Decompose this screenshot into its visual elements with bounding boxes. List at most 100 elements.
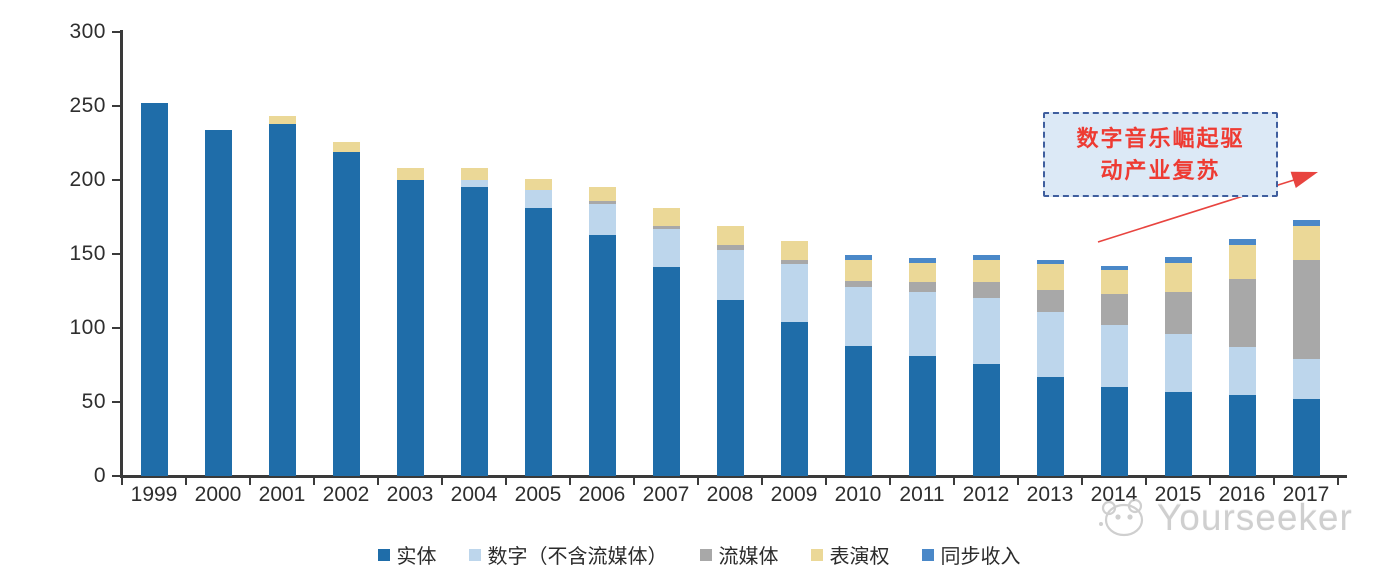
legend-swatch-icon <box>468 548 481 561</box>
y-tick <box>112 252 122 256</box>
bar-segment-2017 <box>1292 219 1320 226</box>
y-tick-label: 150 <box>69 242 106 265</box>
legend-swatch-icon <box>810 548 823 561</box>
bar-segment-2011 <box>908 292 936 357</box>
bar-segment-2003 <box>396 180 424 476</box>
bar-segment-2010 <box>844 255 872 260</box>
bar-segment-2005 <box>524 178 552 191</box>
x-axis-label: 2016 <box>1218 483 1266 506</box>
x-axis-label: 2017 <box>1282 483 1330 506</box>
x-tick <box>249 477 251 485</box>
x-axis-label: 2003 <box>386 483 434 506</box>
legend-swatch-icon <box>377 548 390 561</box>
legend-item: 数字（不含流媒体） <box>468 540 668 569</box>
x-tick <box>377 477 379 485</box>
bar-segment-2015 <box>1164 333 1192 392</box>
x-tick <box>1081 477 1083 485</box>
bar-segment-2017 <box>1292 225 1320 260</box>
bar-segment-2006 <box>588 203 616 235</box>
bar-segment-2011 <box>908 356 936 476</box>
bar-segment-2017 <box>1292 259 1320 360</box>
x-tick <box>761 477 763 485</box>
bar-segment-2013 <box>1036 311 1064 377</box>
y-tick <box>112 400 122 404</box>
x-axis-label: 1999 <box>130 483 178 506</box>
bar-segment-2006 <box>588 187 616 201</box>
x-axis-label: 2008 <box>706 483 754 506</box>
bar-segment-2007 <box>652 267 680 476</box>
bar-segment-2012 <box>972 282 1000 299</box>
bar-segment-2011 <box>908 258 936 263</box>
bar-segment-2002 <box>332 151 360 476</box>
y-tick <box>112 104 122 108</box>
bar-segment-2013 <box>1036 264 1064 290</box>
bar-segment-2004 <box>460 187 488 476</box>
bar-segment-2012 <box>972 298 1000 364</box>
bar-segment-2013 <box>1036 376 1064 476</box>
x-tick <box>505 477 507 485</box>
bar-segment-2008 <box>716 225 744 246</box>
bar-segment-2016 <box>1228 394 1256 476</box>
y-tick-label: 250 <box>69 94 106 117</box>
bar-segment-2014 <box>1100 265 1128 271</box>
legend-label: 表演权 <box>829 546 890 568</box>
bar-segment-2016 <box>1228 245 1256 280</box>
bar-segment-1999 <box>140 103 168 476</box>
x-tick <box>953 477 955 485</box>
bar-segment-2017 <box>1292 359 1320 400</box>
bar-segment-2014 <box>1100 387 1128 476</box>
x-axis-label: 2012 <box>962 483 1010 506</box>
bar-segment-2008 <box>716 299 744 476</box>
legend-swatch-icon <box>699 548 712 561</box>
y-tick <box>112 474 122 478</box>
bar-segment-2015 <box>1164 391 1192 476</box>
bar-segment-2015 <box>1164 292 1192 334</box>
bar-segment-2003 <box>396 168 424 180</box>
x-tick <box>697 477 699 485</box>
bar-segment-2010 <box>844 280 872 287</box>
x-axis-label: 2001 <box>258 483 306 506</box>
bar-segment-2015 <box>1164 262 1192 293</box>
y-tick-label: 300 <box>69 20 106 43</box>
bar-segment-2007 <box>652 208 680 226</box>
bar-segment-2007 <box>652 228 680 268</box>
bar-segment-2005 <box>524 208 552 476</box>
x-axis-label: 2007 <box>642 483 690 506</box>
x-tick <box>633 477 635 485</box>
bar-segment-2012 <box>972 255 1000 260</box>
legend-swatch-icon <box>921 548 934 561</box>
x-axis-line <box>120 475 1347 478</box>
legend-label: 同步收入 <box>940 546 1021 568</box>
annotation-text-line1: 数字音乐崛起驱 <box>1076 125 1245 151</box>
bar-segment-2010 <box>844 286 872 346</box>
y-tick <box>112 326 122 330</box>
x-tick <box>825 477 827 485</box>
y-tick <box>112 178 122 182</box>
bar-segment-2002 <box>332 141 360 152</box>
bar-segment-2004 <box>460 168 488 180</box>
x-tick <box>1017 477 1019 485</box>
bar-segment-2016 <box>1228 239 1256 246</box>
legend-item: 实体 <box>377 540 437 569</box>
bar-segment-2001 <box>268 123 296 476</box>
bar-segment-2014 <box>1100 325 1128 388</box>
bar-segment-2005 <box>524 190 552 209</box>
y-tick-label: 100 <box>69 316 106 339</box>
x-tick <box>1209 477 1211 485</box>
bar-segment-2010 <box>844 259 872 281</box>
x-axis-label: 2013 <box>1026 483 1074 506</box>
annotation-text-line2: 动产业复苏 <box>1100 157 1221 183</box>
x-tick <box>1145 477 1147 485</box>
legend-item: 流媒体 <box>699 540 779 569</box>
x-axis-label: 2015 <box>1154 483 1202 506</box>
bar-segment-2013 <box>1036 289 1064 312</box>
x-axis-label: 2006 <box>578 483 626 506</box>
y-tick-label: 200 <box>69 168 106 191</box>
bar-segment-2008 <box>716 249 744 300</box>
x-tick <box>313 477 315 485</box>
bar-segment-2011 <box>908 262 936 283</box>
x-tick <box>569 477 571 485</box>
bar-segment-2004 <box>460 180 488 188</box>
bar-segment-2012 <box>972 363 1000 476</box>
